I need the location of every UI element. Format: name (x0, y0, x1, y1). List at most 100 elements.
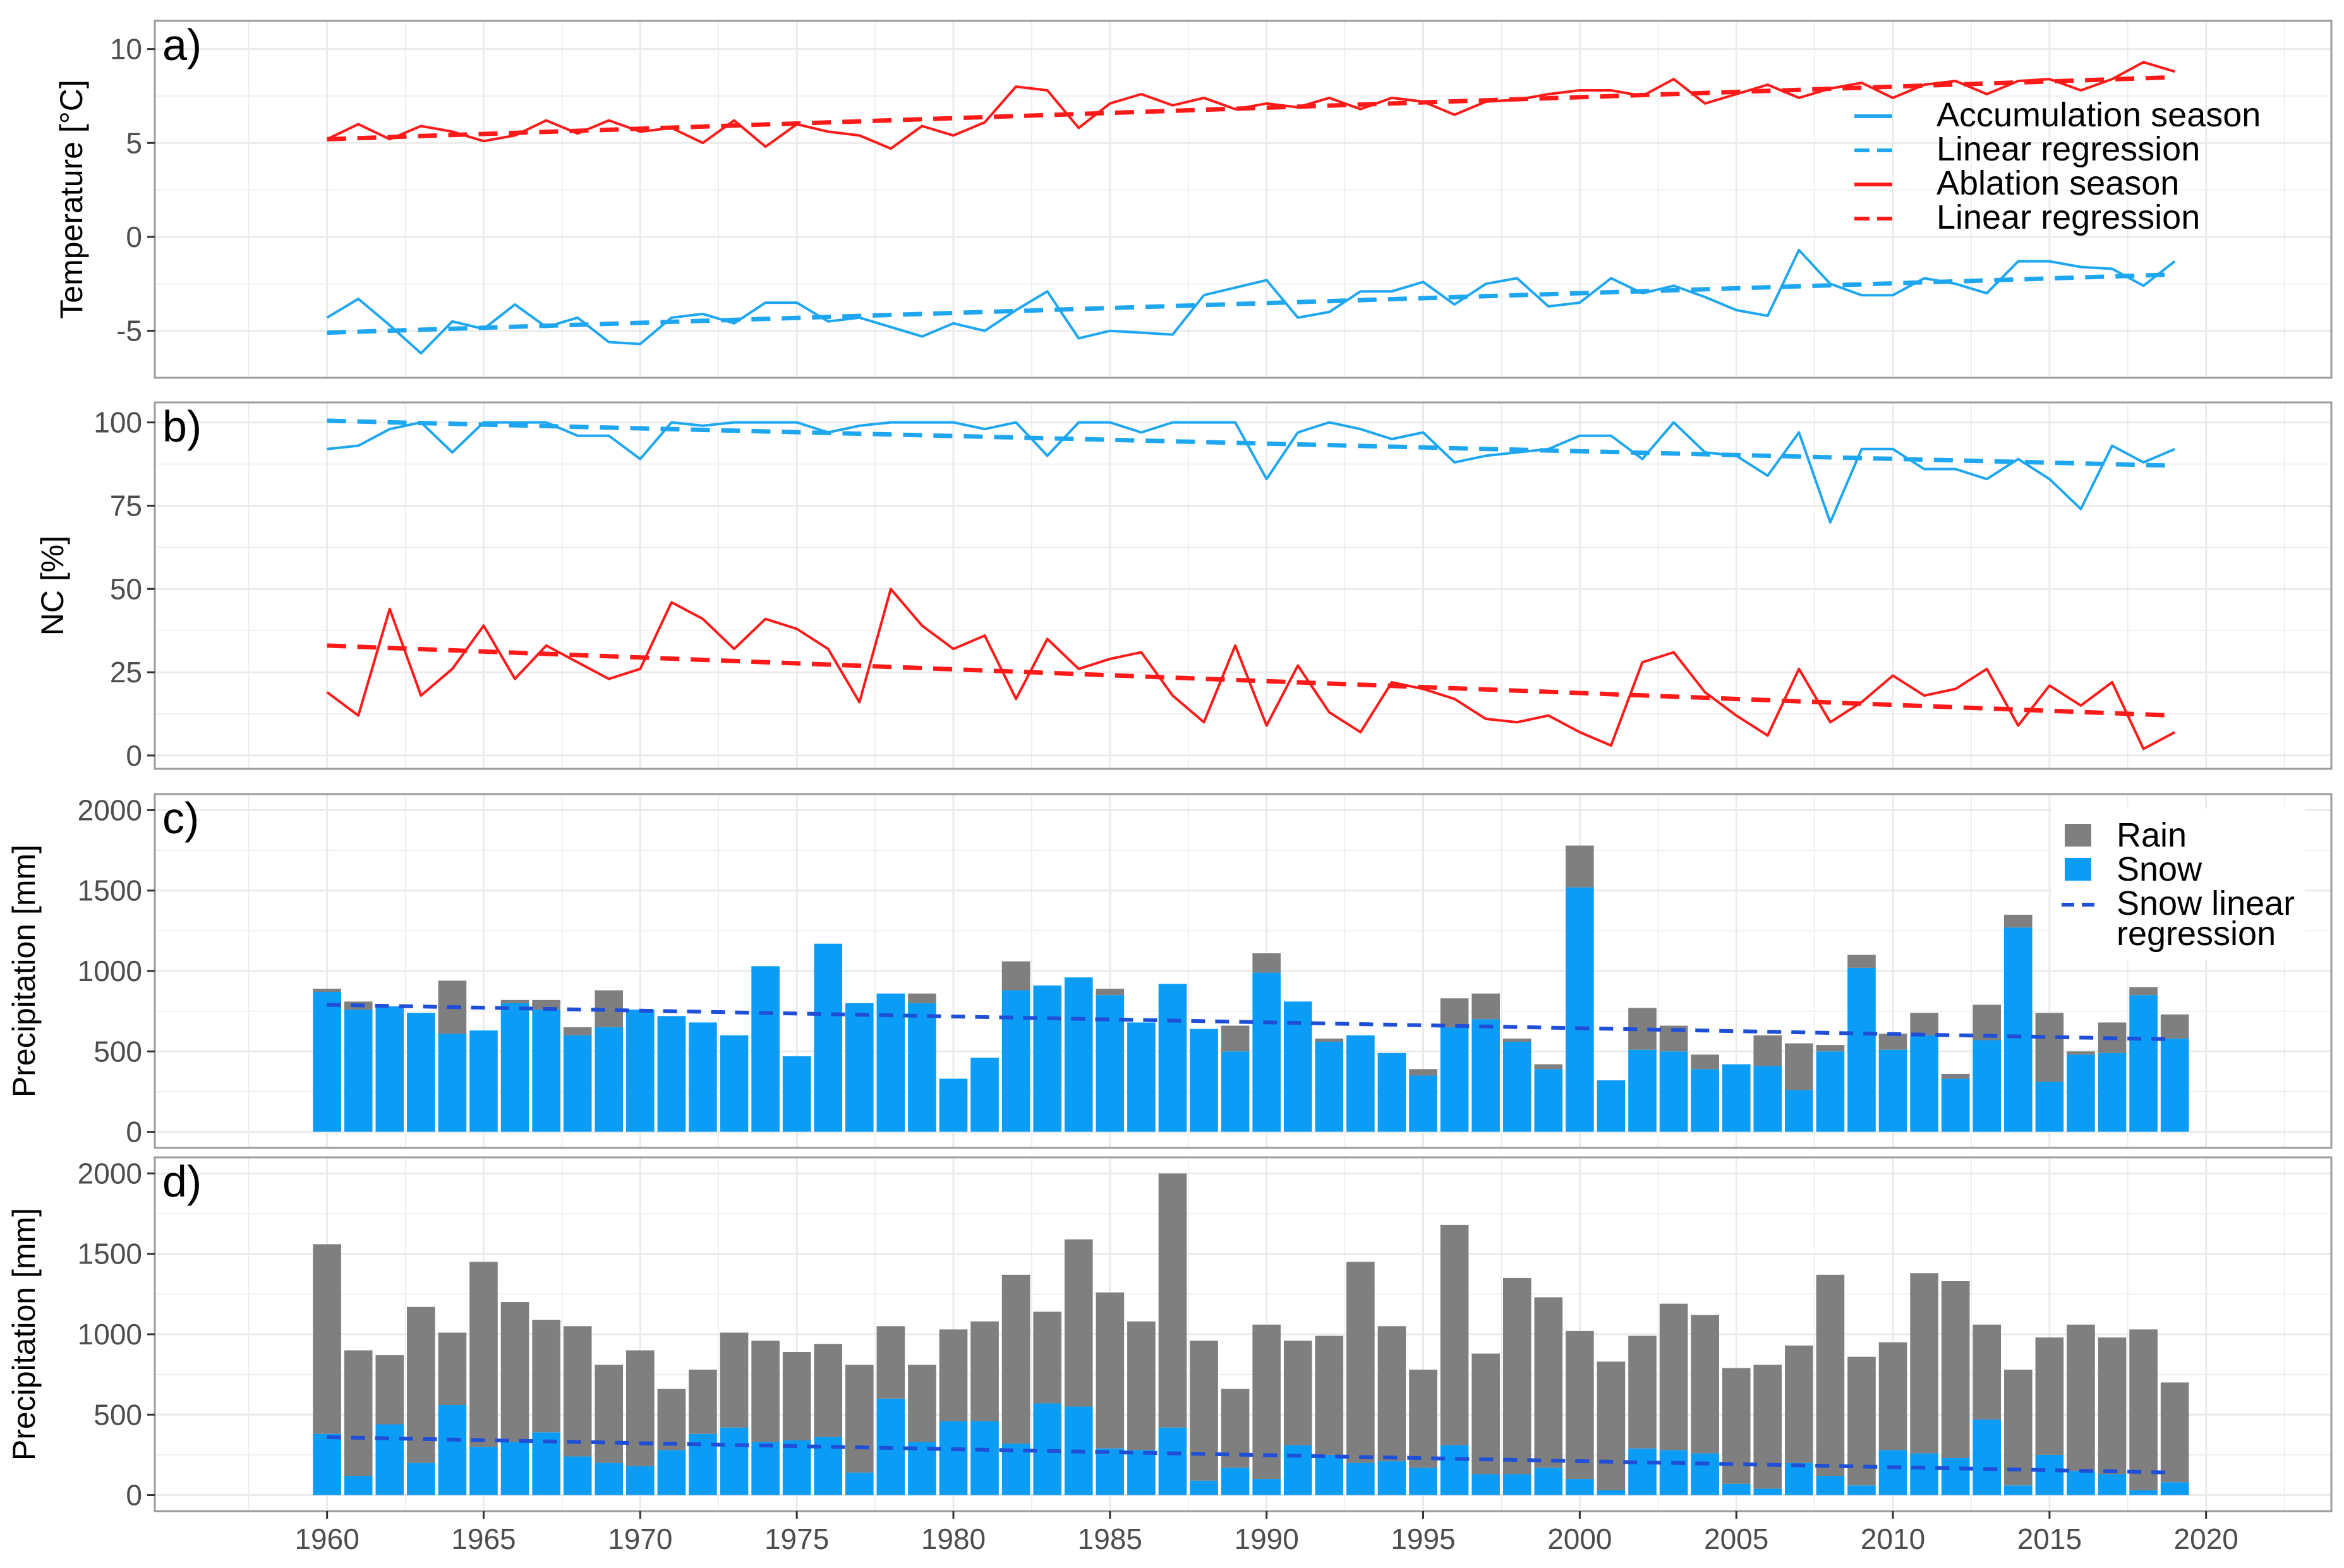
bar-snow (313, 1433, 341, 1495)
bar-snow (845, 1003, 874, 1132)
bar-snow (1534, 1468, 1563, 1495)
bar-rain (1691, 1315, 1719, 1454)
bar-rain (2129, 1329, 2158, 1490)
bar-snow (626, 1466, 655, 1495)
bar-snow (1440, 1445, 1469, 1495)
bar-rain (876, 1326, 905, 1399)
bar-snow (845, 1472, 874, 1495)
bar-snow (2160, 1482, 2189, 1495)
bar-rain (814, 1344, 843, 1437)
bar-rain (1471, 1353, 1500, 1475)
bar-rain (908, 993, 936, 1003)
bar-snow (1910, 1035, 1938, 1132)
y-tick-label: 0 (126, 1116, 142, 1149)
legend-ablation-regression: Linear regression (1936, 198, 2200, 236)
bar-rain (2160, 1014, 2189, 1039)
bar-snow (1722, 1064, 1751, 1132)
bar-snow (751, 1442, 780, 1495)
bar-rain (1158, 1173, 1187, 1428)
bar-snow (1753, 1488, 1782, 1495)
bar-snow (1064, 977, 1093, 1132)
x-tick-label: 1990 (1235, 1523, 1299, 1555)
bar-snow (1190, 1028, 1218, 1132)
bar-snow (970, 1421, 999, 1495)
panel-c-label: c) (162, 793, 199, 843)
bar-rain (1597, 1361, 1626, 1490)
bar-rain (939, 1329, 968, 1421)
bar-snow (1659, 1450, 1688, 1495)
bar-rain (1566, 845, 1594, 888)
bar-snow (2129, 1490, 2158, 1495)
bar-snow (2067, 1471, 2095, 1495)
bar-rain (375, 1355, 404, 1425)
bar-snow (563, 1035, 592, 1132)
x-tick-label: 1970 (608, 1523, 672, 1555)
bar-rain (720, 1332, 749, 1428)
bar-rain (1972, 1324, 2002, 1420)
bar-snow (1972, 1419, 2002, 1495)
bar-rain (1816, 1045, 1845, 1052)
panel-c-legend: Rain Snow Snow linear regression (2052, 809, 2305, 960)
y-tick-label: 500 (94, 1398, 142, 1431)
bar-snow (1096, 995, 1125, 1132)
bar-rain (2035, 1337, 2064, 1455)
y-tick-label: 500 (94, 1035, 142, 1068)
bar-snow (1691, 1069, 1719, 1132)
bar-snow (1972, 1040, 2002, 1132)
bar-snow (469, 1447, 498, 1495)
panel-c-ylabel: Precipitation [mm] (6, 845, 42, 1097)
bar-snow (1691, 1453, 1719, 1495)
bar-rain (313, 989, 341, 992)
bar-snow (2004, 1485, 2033, 1495)
y-tick-label: 2000 (78, 1157, 142, 1190)
bar-snow (1221, 1051, 1250, 1132)
series-line-accumulation (327, 421, 2175, 524)
bar-rain (313, 1244, 341, 1434)
bar-rain (563, 1027, 592, 1035)
bar-snow (1221, 1468, 1250, 1495)
bar-snow (2160, 1038, 2189, 1132)
bar-rain (344, 1350, 373, 1476)
bar-rain (595, 1365, 624, 1463)
bar-rain (1628, 1336, 1657, 1449)
bar-snow (2035, 1082, 2064, 1132)
bar-rain (908, 1365, 936, 1442)
bar-rain (1221, 1025, 1250, 1052)
bar-snow (2098, 1474, 2127, 1495)
bar-snow (1534, 1069, 1563, 1132)
bar-rain (1409, 1069, 1437, 1076)
bar-snow (1127, 1450, 1156, 1495)
bar-rain (1252, 1324, 1281, 1480)
x-tick-label: 1965 (451, 1523, 516, 1555)
bar-rain (1816, 1274, 1845, 1476)
bar-rain (1001, 961, 1030, 991)
bar-rain (1315, 1038, 1344, 1042)
bar-rain (1941, 1073, 1970, 1079)
bar-snow (782, 1056, 811, 1132)
bar-snow (939, 1078, 968, 1132)
bar-rain (1847, 955, 1876, 968)
legend-accumulation-regression: Linear regression (1936, 130, 2200, 168)
bar-snow (438, 1405, 467, 1495)
bar-snow (1659, 1051, 1688, 1132)
bar-snow (1409, 1468, 1437, 1495)
legend-rain-swatch (2065, 824, 2091, 847)
bar-snow (1847, 1485, 1876, 1495)
bar-snow (1502, 1474, 1531, 1495)
bar-snow (1409, 1075, 1437, 1132)
bar-rain (1409, 1370, 1437, 1468)
bar-snow (469, 1030, 498, 1132)
regression-line-accumulation (327, 418, 2175, 468)
bar-snow (1377, 1052, 1406, 1132)
panel-d-ylabel: Precipitation [mm] (6, 1208, 42, 1461)
panel-b-label: b) (162, 402, 202, 451)
x-tick-label: 1980 (921, 1523, 986, 1555)
bar-snow (657, 1450, 686, 1495)
bar-rain (2035, 1013, 2064, 1082)
legend-snow-regression-line1: Snow linear (2117, 884, 2295, 922)
bar-rain (782, 1352, 811, 1440)
bar-rain (1941, 1281, 1970, 1458)
legend-snow-swatch (2065, 858, 2091, 881)
snow-regression-line (327, 1003, 2175, 1042)
